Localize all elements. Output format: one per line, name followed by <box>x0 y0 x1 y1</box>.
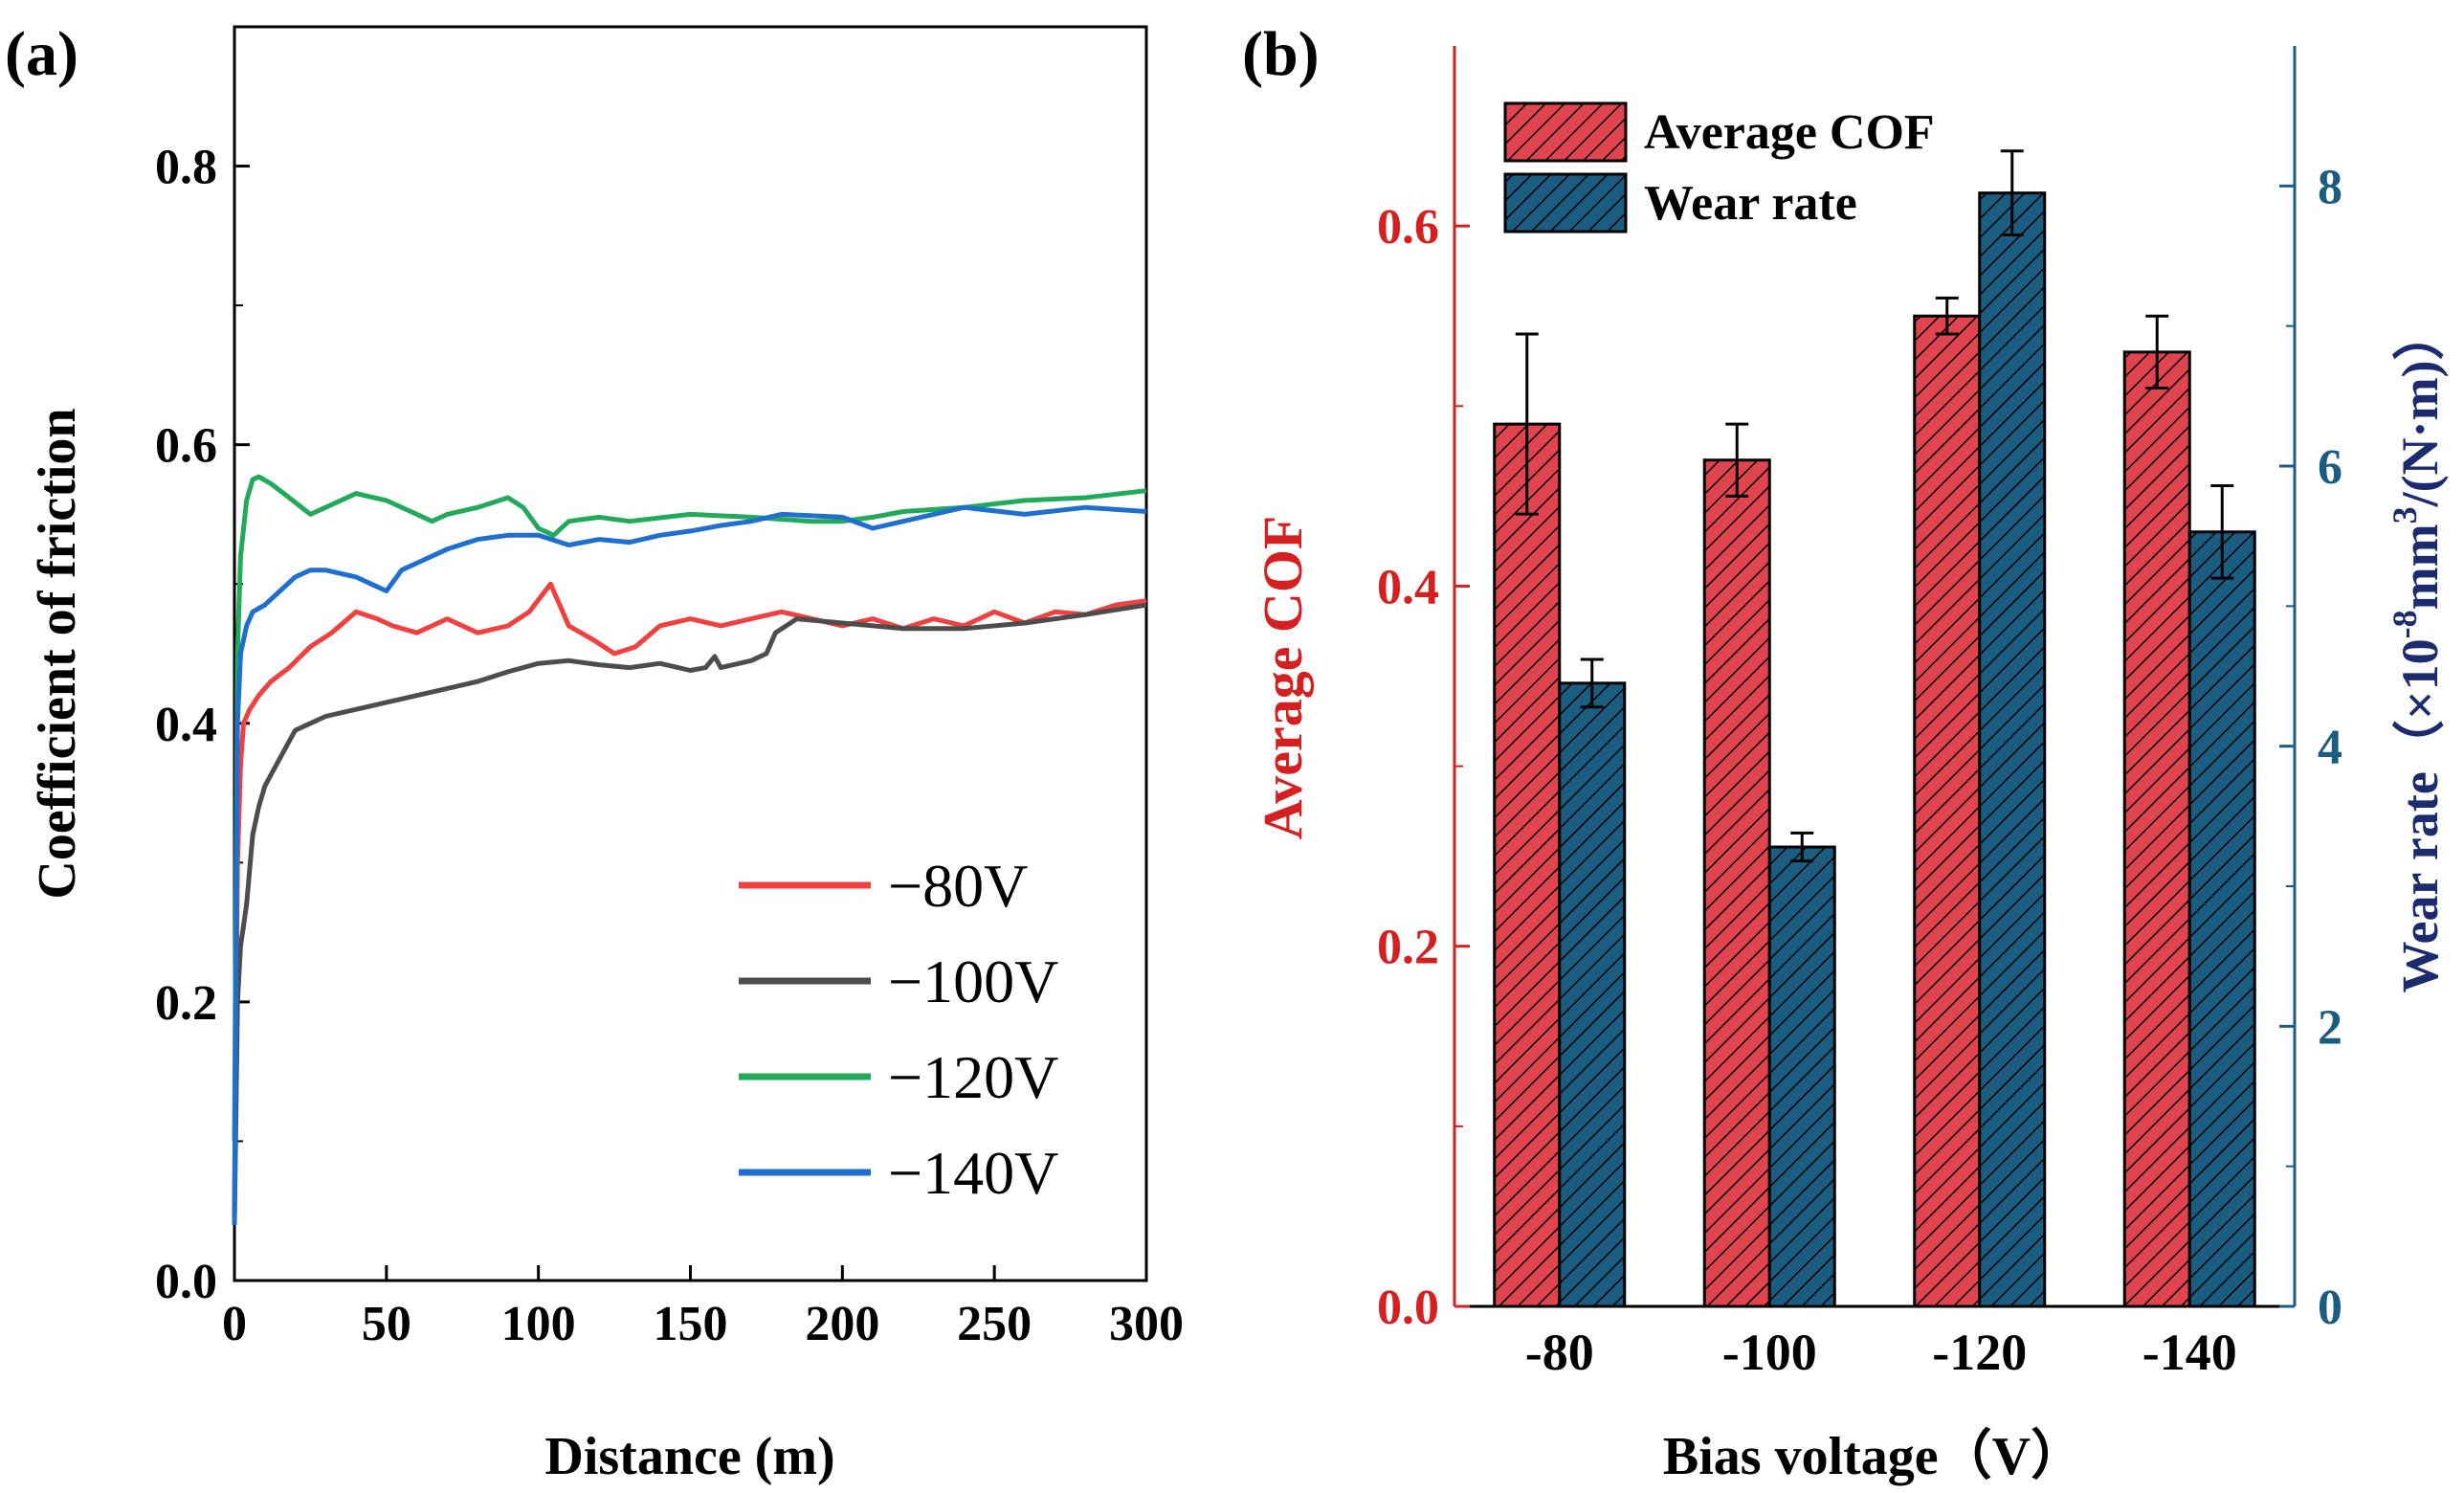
bar <box>1702 458 1771 1308</box>
panel-a-x-axis-label: Distance (m) <box>544 1427 834 1486</box>
right-tick-label: 6 <box>2318 440 2342 495</box>
x-tick-label: -80 <box>1525 1324 1594 1381</box>
right-tick-label: 0 <box>2318 1281 2342 1335</box>
right-label-exp2: 3 <box>2386 506 2424 524</box>
bar <box>2122 350 2191 1308</box>
panel-a-line-chart: (a) 0 50 100 150 200 250 300 0.0 0.2 0.4 0.6 0.8 Di… <box>5 19 1184 1486</box>
panel-b-legend: Average COF Wear rate <box>1503 101 1935 234</box>
panel-a-y-axis-label: Coefficient of friction <box>28 408 87 899</box>
left-tick-label: 0.4 <box>1377 560 1439 614</box>
x-tick-label: 100 <box>501 1297 576 1351</box>
panel-b-label: (b) <box>1242 19 1320 89</box>
x-tick-label: 300 <box>1109 1297 1184 1351</box>
right-label-exp1: -8 <box>2386 610 2424 638</box>
series-line <box>232 474 1147 1142</box>
legend-label: Average COF <box>1644 105 1935 160</box>
panel-a-legend: −80V −100V −120V −140V <box>739 852 1058 1207</box>
bar <box>1493 422 1562 1308</box>
x-tick-label: -120 <box>1932 1324 2027 1381</box>
right-tick-label: 4 <box>2318 721 2342 775</box>
legend-swatch <box>1503 172 1628 234</box>
right-label-mid: mm <box>2391 524 2449 610</box>
panel-b-right-axis-label: Wear rate（×10-8mm3/(N·m)） <box>2386 308 2449 992</box>
x-tick-label: -100 <box>1722 1324 1817 1381</box>
x-tick-label: 0 <box>222 1297 247 1351</box>
y-tick-label: 0.4 <box>155 698 217 752</box>
y-tick-label: 0.8 <box>155 141 217 195</box>
x-tick-label: 50 <box>362 1297 411 1351</box>
bar <box>1767 845 1836 1308</box>
left-tick-label: 0.2 <box>1377 921 1439 975</box>
panel-b-left-axis-label: Average COF <box>1252 516 1314 840</box>
y-tick-label: 0.6 <box>155 419 217 474</box>
panel-b-bars <box>1493 149 2256 1308</box>
left-tick-label: 0.6 <box>1377 200 1439 255</box>
legend-label: −100V <box>888 947 1058 1015</box>
legend-label: −120V <box>888 1043 1058 1111</box>
series-line <box>232 581 1147 1212</box>
right-label-prefix: Wear rate（×10 <box>2391 638 2449 992</box>
panel-a-ticks: 0 50 100 150 200 250 300 0.0 0.2 0.4 0.6 0.8 <box>155 26 1184 1351</box>
legend-swatch <box>1503 101 1628 163</box>
panel-a-series <box>232 474 1147 1225</box>
legend-label: −140V <box>888 1139 1058 1207</box>
x-tick-label: 150 <box>654 1297 728 1351</box>
panel-b-ticks: 0.0 0.2 0.4 0.6 0 2 4 6 8 -80 -100 -120 -140 <box>1377 160 2342 1381</box>
legend-label: −80V <box>888 852 1028 920</box>
x-tick-label: 200 <box>805 1297 879 1351</box>
x-tick-label: 250 <box>957 1297 1032 1351</box>
panel-b-x-axis-label: Bias voltage（V） <box>1663 1426 2084 1486</box>
panel-a-label: (a) <box>5 19 78 89</box>
series-line <box>232 602 1147 1225</box>
y-tick-label: 0.0 <box>155 1255 217 1309</box>
right-tick-label: 2 <box>2318 1000 2342 1055</box>
panel-b-bar-chart: (b) 0.0 0.2 0.4 0.6 0 2 4 6 8 -80 -100 -120 -140 Bia… <box>1242 19 2449 1486</box>
y-tick-label: 0.2 <box>155 976 217 1031</box>
bar <box>1558 681 1627 1308</box>
left-tick-label: 0.0 <box>1377 1281 1439 1335</box>
bar <box>1913 314 1982 1308</box>
right-label-suffix: /(N·m)） <box>2391 308 2449 507</box>
legend-label: Wear rate <box>1644 176 1857 231</box>
bar <box>2187 530 2256 1308</box>
right-tick-label: 8 <box>2318 160 2342 214</box>
bar <box>1978 191 2047 1308</box>
x-tick-label: -140 <box>2142 1324 2237 1381</box>
series-line <box>232 504 1147 1225</box>
